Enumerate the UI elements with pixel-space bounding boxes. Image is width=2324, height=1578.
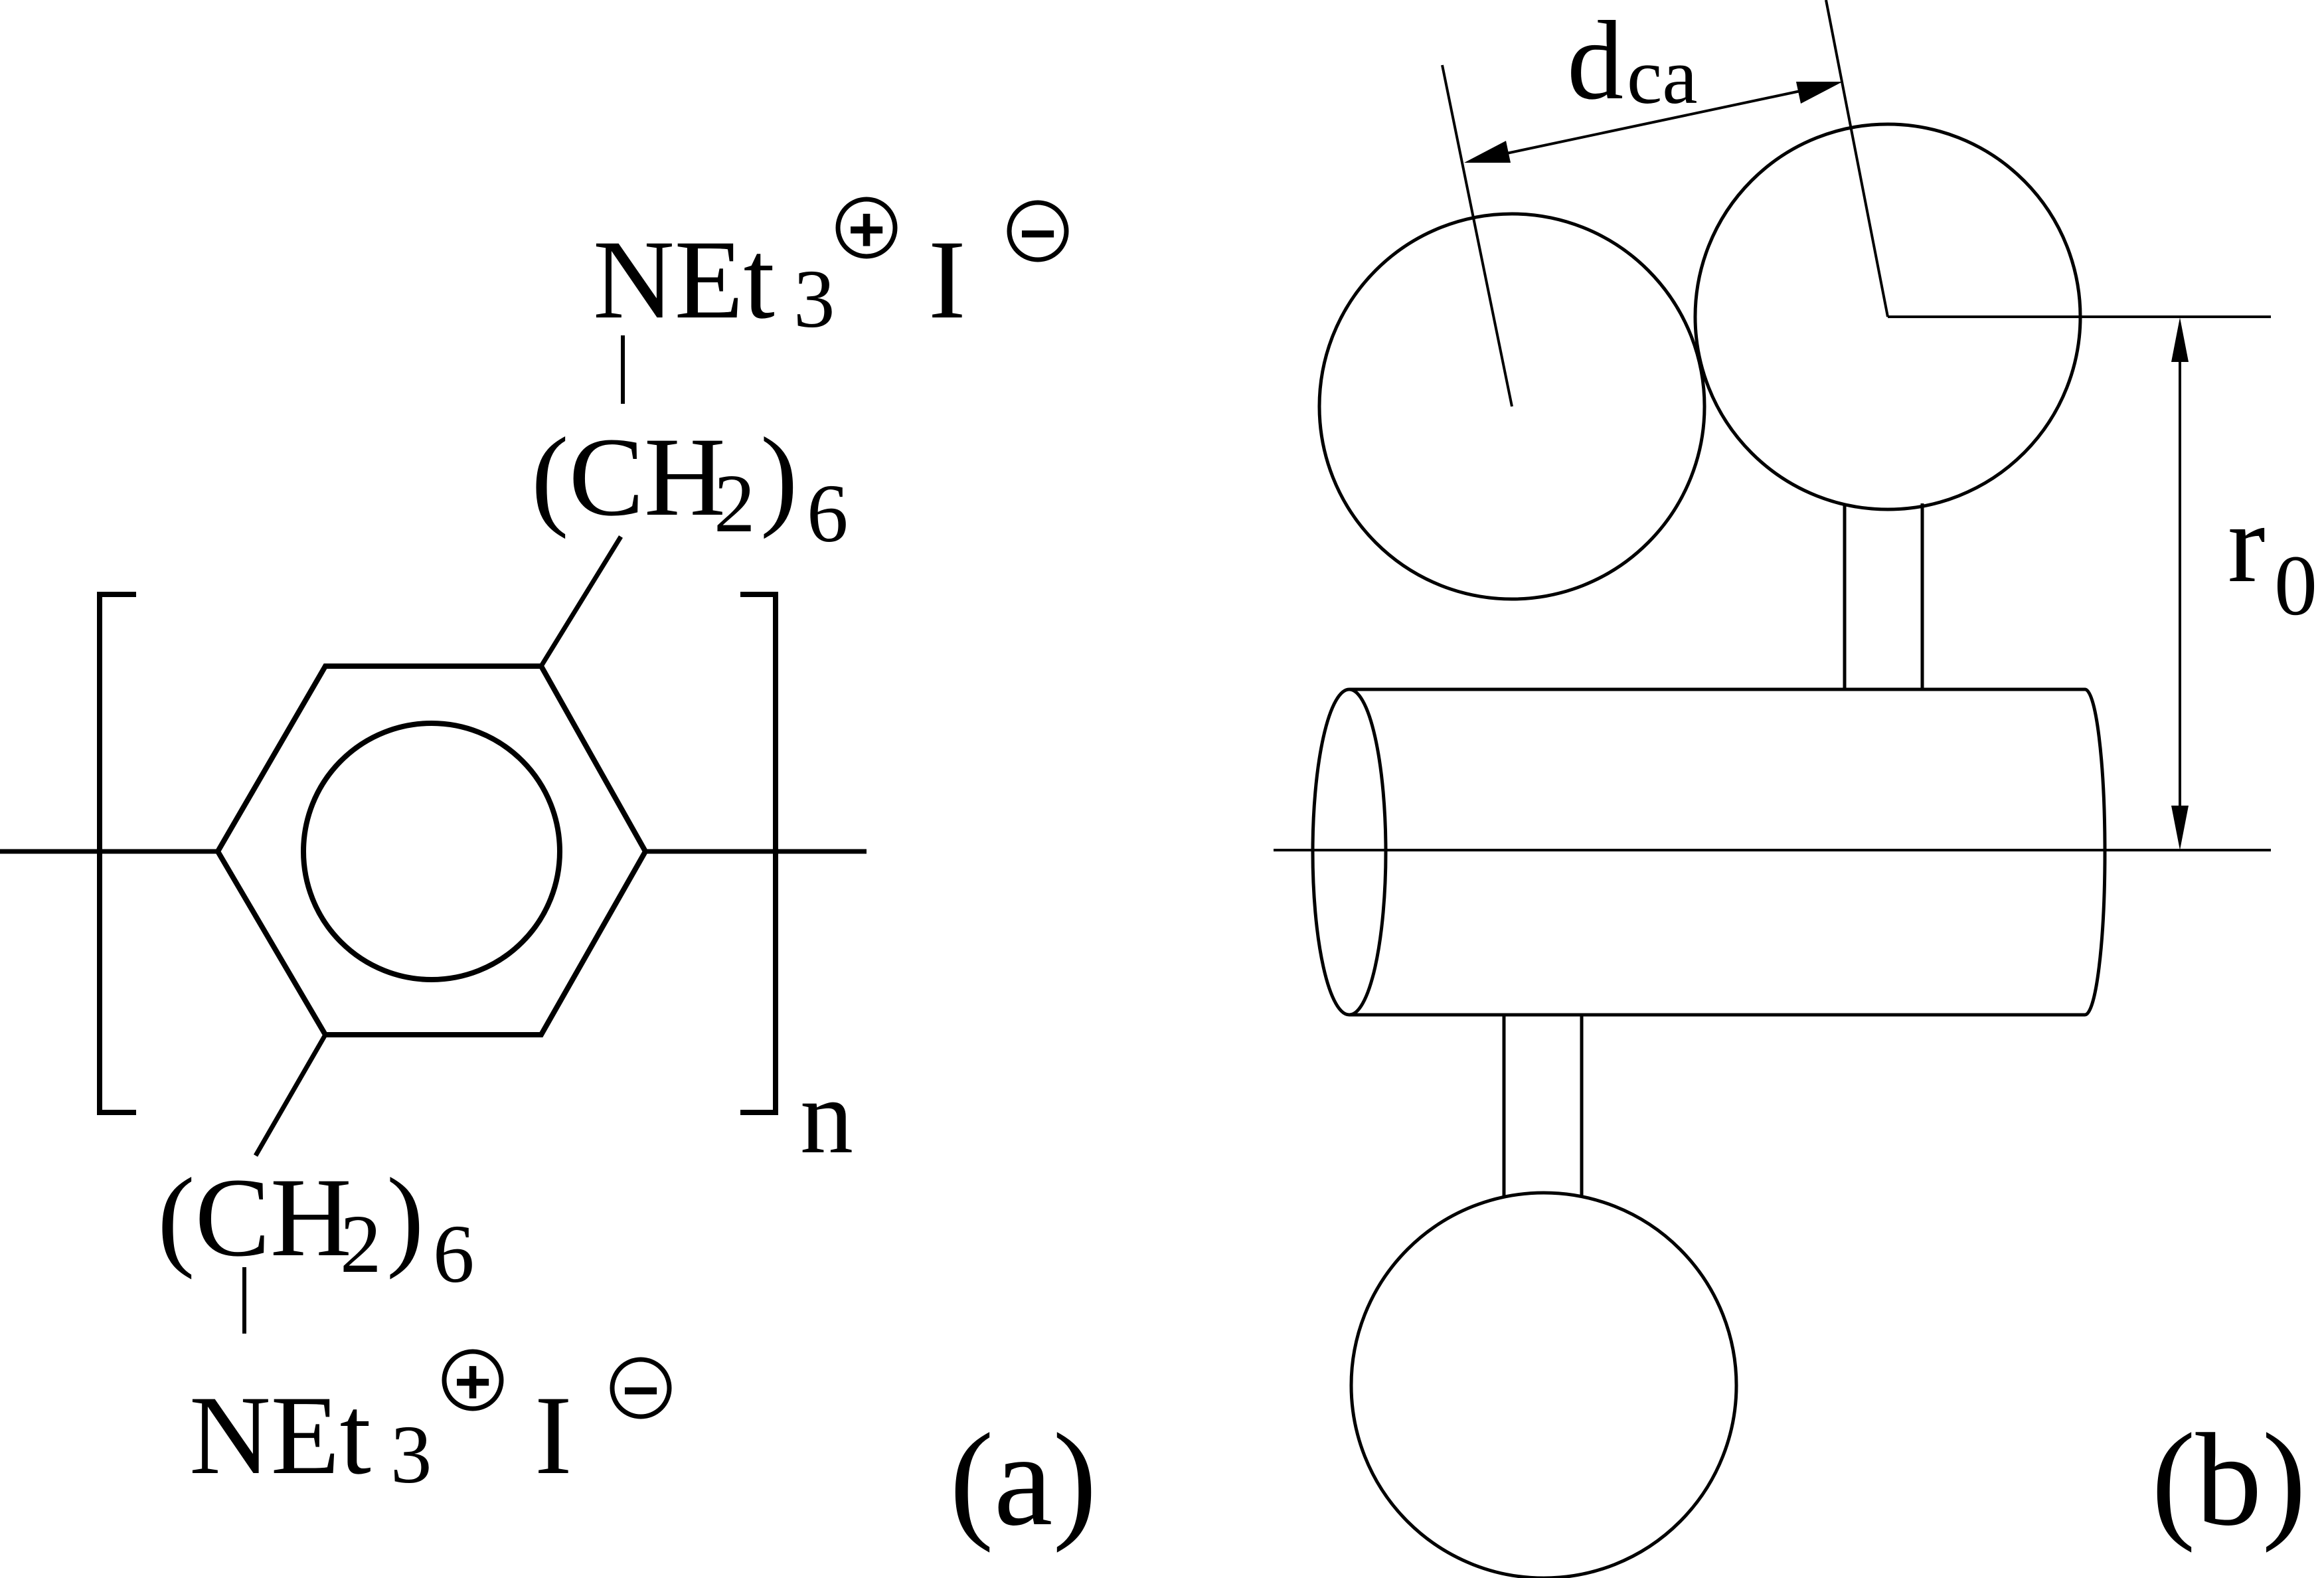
chain-label-top: (CH: [531, 414, 726, 539]
svg-text:+: +: [848, 194, 885, 265]
chain-close-top: ): [760, 414, 798, 539]
chain-count-bottom: 6: [433, 1209, 475, 1300]
extension-line-left: [1441, 64, 1513, 407]
svg-text:+: +: [454, 1346, 491, 1417]
radius-label: r: [2228, 481, 2266, 606]
chain-subscript-top: 2: [714, 458, 756, 550]
spacing-subscript: ca: [1627, 32, 1698, 120]
anion-label-bottom: I: [535, 1373, 572, 1498]
aromatic-circle: [301, 721, 562, 982]
bond-to-upper-chain: [539, 535, 623, 667]
positive-charge-icon: +: [442, 1346, 504, 1417]
panel-b-model: r 0 d ca (b): [1274, 0, 2317, 1578]
repeat-bracket-left: [97, 592, 136, 1115]
anion-label-top: I: [928, 217, 966, 342]
dca-dimension-line: [1503, 89, 1804, 155]
backbone-cylinder: [1311, 687, 2107, 1017]
cylinder-end-cap: [1311, 687, 1388, 1017]
svg-text:−: −: [622, 1355, 659, 1426]
repeat-subscript: n: [800, 1057, 853, 1176]
chain-count-top: 6: [807, 468, 849, 560]
cylinder-far-end: [2084, 687, 2107, 1017]
ammonium-group-bottom: NEt 3 + I −: [189, 1346, 672, 1501]
methylene-chain-bottom: (CH 2 ) 6: [157, 1155, 475, 1300]
panel-a-structure: NEt 3 + I − (CH 2 ) 6 n (CH 2 ) 6: [0, 194, 1097, 1553]
cation-subscript-top: 3: [793, 254, 835, 345]
cation-label-bottom: NEt: [189, 1373, 371, 1498]
chain-subscript-bottom: 2: [340, 1199, 382, 1290]
arrow-right-icon: [1796, 82, 1843, 104]
radius-subscript: 0: [2274, 538, 2317, 634]
chain-label-bottom: (CH: [157, 1155, 352, 1280]
negative-charge-icon: −: [610, 1355, 672, 1426]
cation-label-top: NEt: [593, 217, 775, 342]
ammonium-group-top: NEt 3 + I −: [593, 194, 1069, 345]
panel-label-b: (b): [2151, 1407, 2306, 1553]
dca-label: d ca: [1567, 0, 1698, 123]
extension-line-right: [1825, 0, 1889, 317]
panel-label-a: (a): [950, 1407, 1097, 1553]
chain-close-bottom: ): [386, 1155, 424, 1280]
lower-charged-group-sphere: [1349, 1191, 1738, 1578]
r0-label: r 0: [2228, 481, 2317, 634]
negative-charge-icon: −: [1007, 198, 1069, 269]
spacing-label: d: [1567, 0, 1623, 123]
arrow-up-icon: [2171, 317, 2189, 362]
cation-subscript-bottom: 3: [390, 1409, 432, 1501]
counterion-sphere: [1317, 212, 1706, 601]
arrow-left-icon: [1464, 141, 1511, 163]
positive-charge-icon: +: [835, 194, 898, 265]
svg-text:−: −: [1019, 198, 1056, 269]
methylene-chain-top: (CH 2 ) 6: [531, 414, 849, 560]
bond-to-lower-chain: [253, 1033, 328, 1157]
arrow-down-icon: [2171, 806, 2189, 850]
repeat-bracket-right: [740, 592, 778, 1115]
